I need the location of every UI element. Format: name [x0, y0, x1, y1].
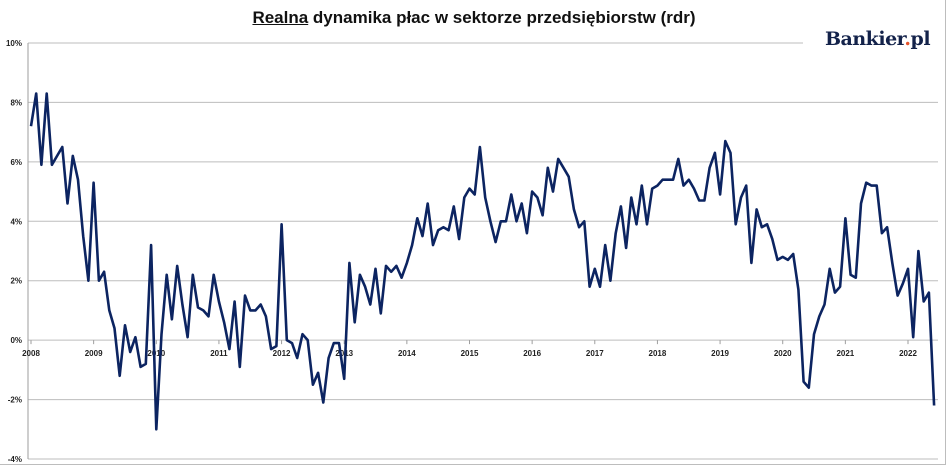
chart-title-rest: dynamika płac w sektorze przedsiębiorstw… — [308, 8, 696, 27]
y-tick-label: 0% — [10, 336, 22, 345]
chart-title-emphasis: Realna — [252, 8, 309, 27]
x-tick-label: 2021 — [836, 349, 854, 358]
y-tick-label: 6% — [10, 158, 22, 167]
x-tick-label: 2016 — [523, 349, 541, 358]
x-tick-label: 2019 — [711, 349, 729, 358]
y-tick-label: 4% — [10, 217, 22, 226]
y-tick-label: -2% — [8, 396, 22, 405]
y-tick-label: 10% — [6, 39, 22, 48]
bankier-logo: Bankier.pl — [825, 28, 931, 50]
logo-dot: . — [904, 28, 911, 50]
series-line — [29, 92, 936, 431]
logo-suffix: pl — [910, 28, 931, 50]
x-tick-label: 2014 — [398, 349, 416, 358]
x-tick-label: 2017 — [586, 349, 604, 358]
x-tick-label: 2022 — [899, 349, 917, 358]
chart-title: Realna dynamika płac w sektorze przedsię… — [0, 8, 948, 28]
logo-main: Bankier — [825, 28, 905, 50]
x-tick-label: 2008 — [22, 349, 40, 358]
y-tick-label: -4% — [8, 455, 22, 464]
x-tick-label: 2018 — [649, 349, 667, 358]
x-tick-label: 2011 — [210, 349, 228, 358]
x-tick-label: 2020 — [774, 349, 792, 358]
y-tick-label: 8% — [10, 98, 22, 107]
x-tick-label: 2010 — [147, 349, 165, 358]
x-tick-label: 2015 — [461, 349, 479, 358]
x-tick-label: 2012 — [273, 349, 291, 358]
x-tick-label: 2009 — [85, 349, 103, 358]
y-tick-label: 2% — [10, 277, 22, 286]
